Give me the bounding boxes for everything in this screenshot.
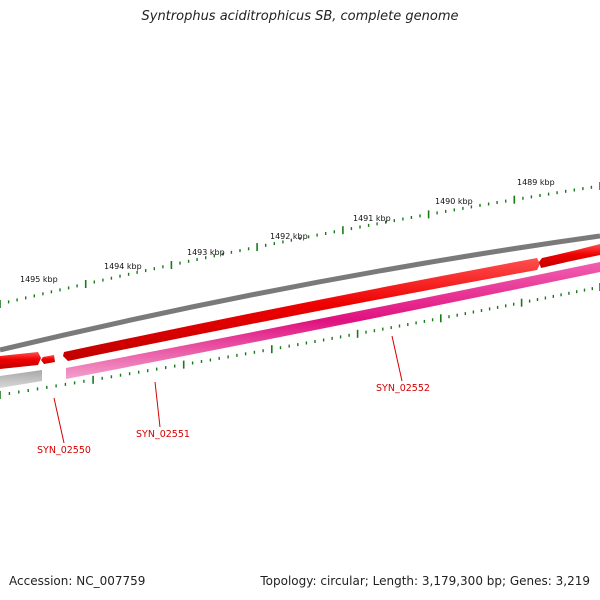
gene-arrow-right-fragment bbox=[539, 244, 600, 268]
kbp-label: 1490 kbp bbox=[435, 197, 473, 206]
leader-line-syn02551 bbox=[154, 381, 161, 428]
forward-gene-track bbox=[0, 244, 600, 369]
gene-arrow-syn02550 bbox=[41, 355, 55, 364]
kbp-label: 1495 kbp bbox=[20, 275, 58, 284]
leader-line-syn02550 bbox=[53, 397, 65, 444]
gene-label-syn02551: SYN_02551 bbox=[136, 429, 190, 440]
kbp-label: 1491 kbp bbox=[353, 214, 391, 223]
kbp-label: 1492 kbp bbox=[270, 232, 308, 241]
map-title: Syntrophus aciditrophicus SB, complete g… bbox=[141, 9, 459, 24]
gene-arrow-left-fragment bbox=[0, 352, 41, 369]
leader-line-syn02552 bbox=[391, 335, 403, 382]
backbone-track bbox=[0, 233, 600, 353]
scale-labels: 1495 kbp 1494 kbp 1493 kbp 1492 kbp 1491… bbox=[20, 178, 555, 284]
gene-labels: SYN_02550 SYN_02551 SYN_02552 bbox=[37, 383, 430, 456]
scale-ticks-lower bbox=[0, 283, 600, 399]
kbp-label: 1494 kbp bbox=[104, 262, 142, 271]
kbp-label: 1493 kbp bbox=[187, 248, 225, 257]
gene-arrow-syn02551-02552 bbox=[63, 258, 540, 361]
accession-text: Accession: NC_007759 bbox=[9, 574, 146, 588]
gene-label-syn02550: SYN_02550 bbox=[37, 445, 91, 456]
grey-feature-track bbox=[0, 370, 42, 388]
kbp-label: 1489 kbp bbox=[517, 178, 555, 187]
scale-ticks-upper bbox=[0, 182, 600, 308]
cds-feature-track bbox=[66, 262, 600, 379]
genome-summary-text: Topology: circular; Length: 3,179,300 bp… bbox=[260, 574, 590, 588]
gene-label-syn02552: SYN_02552 bbox=[376, 383, 430, 394]
gene-leader-lines bbox=[53, 335, 403, 444]
